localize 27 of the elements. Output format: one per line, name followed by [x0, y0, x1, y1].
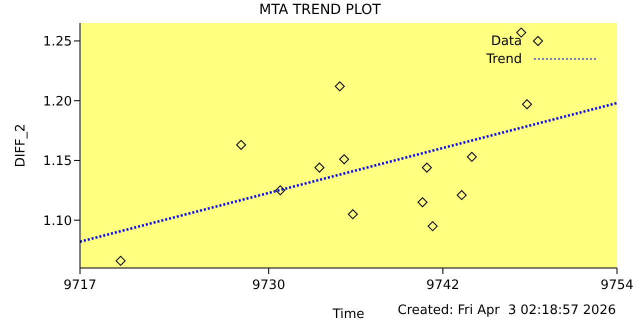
y-tick-label: 1.25: [43, 34, 72, 50]
chart-title: MTA TREND PLOT: [258, 2, 382, 18]
legend-label: Data: [490, 34, 522, 48]
legend-label: Trend: [486, 52, 522, 66]
point: [236, 140, 246, 150]
y-tick-label: 1.15: [43, 154, 72, 170]
y-tick-label: 1.20: [43, 94, 72, 110]
point: [456, 190, 467, 200]
point: [275, 185, 286, 196]
point: [314, 162, 324, 173]
point: [339, 154, 350, 164]
point: [418, 197, 428, 208]
point: [348, 209, 358, 220]
y-tick-label: 1.10: [43, 214, 72, 229]
point: [116, 256, 126, 266]
y-axis-title: DIFF_2: [14, 124, 29, 168]
text: Created: Fri Apr 3 02:18:57 2026: [398, 303, 616, 318]
x-tick-label: 9754: [600, 278, 634, 294]
point: [422, 162, 432, 173]
x-tick-label: 9717: [63, 278, 97, 294]
x-tick-label: 9742: [426, 278, 460, 294]
point: [334, 81, 345, 92]
point: [466, 152, 477, 162]
point: [522, 99, 532, 110]
x-axis-title: Time: [332, 307, 364, 320]
x-tick-label: 9730: [252, 278, 286, 294]
point: [428, 221, 438, 232]
